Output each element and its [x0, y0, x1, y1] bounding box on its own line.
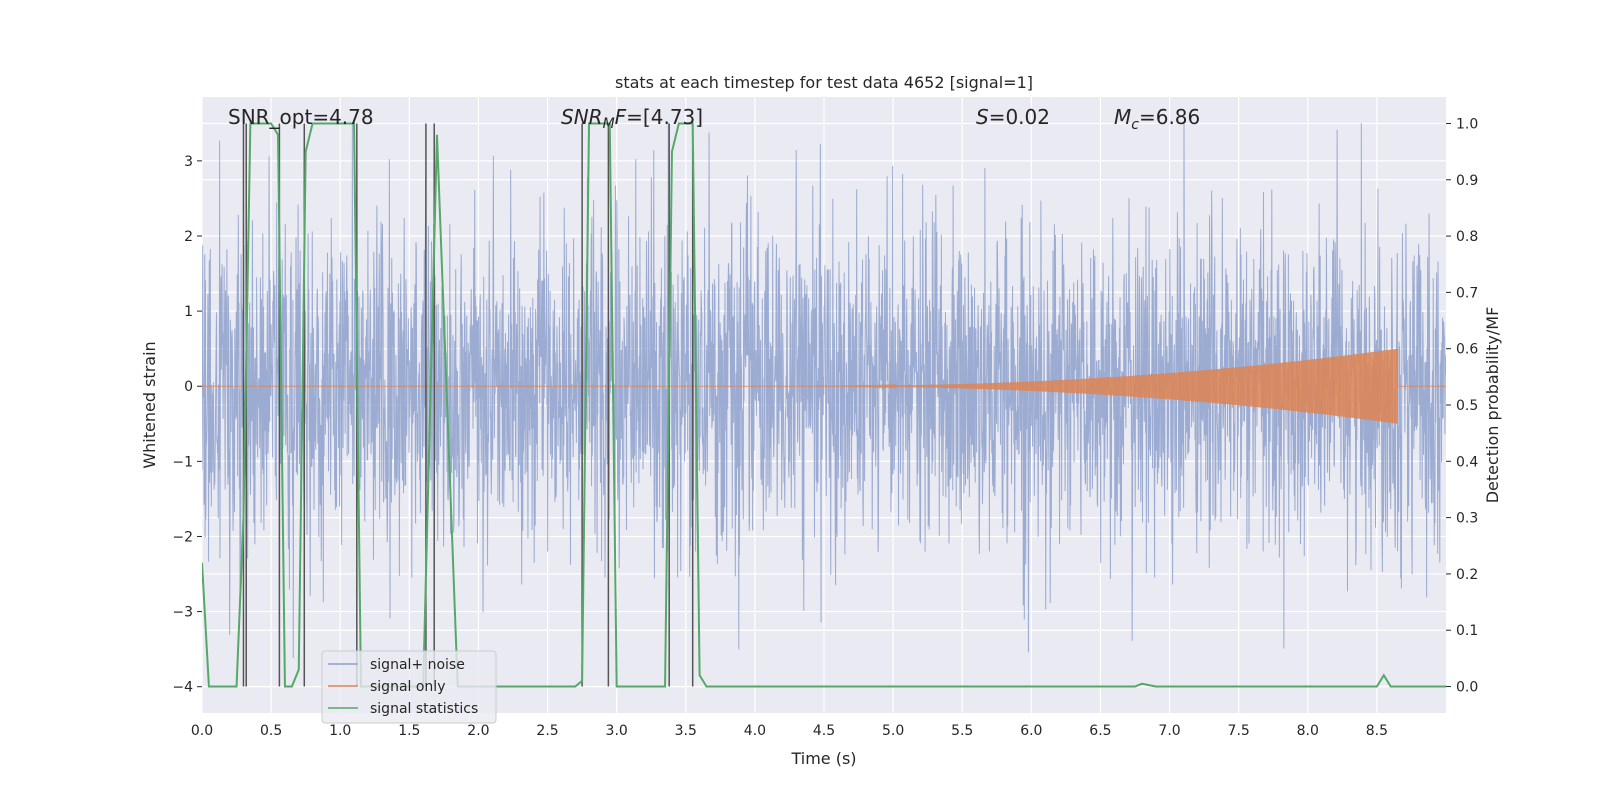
x-tick-label: 6.5	[1089, 723, 1111, 739]
snr-mf-value-prefix: F	[615, 105, 627, 129]
snr-mf-label: SNR	[561, 105, 603, 129]
x-tick-label: 7.5	[1228, 723, 1250, 739]
x-tick-label: 4.0	[744, 723, 766, 739]
annotation-mc: Mc=6.86	[1114, 105, 1200, 133]
chart-title: stats at each timestep for test data 465…	[615, 73, 1033, 92]
legend-label-signal: signal only	[370, 679, 445, 695]
x-tick-label: 0.0	[191, 723, 213, 739]
s-label: S	[976, 105, 989, 129]
snr-mf-subscript: M	[603, 116, 615, 132]
y-tick-label-left: 2	[184, 229, 193, 245]
y-tick-label-right: 0.4	[1456, 454, 1478, 470]
legend-box	[321, 650, 497, 724]
x-tick-label: 3.5	[675, 723, 697, 739]
data-layer	[202, 123, 1446, 658]
x-tick-label: 5.5	[951, 723, 973, 739]
y-tick-label-right: 0.3	[1456, 511, 1478, 527]
x-tick-label: 3.0	[606, 723, 628, 739]
y-axis-label-left: Whitened strain	[140, 341, 159, 468]
x-tick-label: 8.0	[1297, 723, 1319, 739]
legend-label-noise: signal+ noise	[370, 657, 465, 673]
y-tick-label-right: 0.8	[1456, 229, 1478, 245]
y-axis-label-right: Detection probability/MF	[1483, 307, 1502, 504]
y-tick-label-right: 0.2	[1456, 567, 1478, 583]
annotation-snr-opt: SNR_opt=4.78	[228, 105, 374, 129]
legend: signal+ noise signal only signal statist…	[321, 650, 497, 724]
annotation-s: S=0.02	[976, 105, 1050, 129]
tick-labels: 0.0 0.5 1.0 1.5 2.0 2.5 3.0 3.5 4.0 4.5 5.0 5.5 6.0 6…	[172, 116, 1478, 739]
mc-label: M	[1114, 105, 1131, 129]
stats-layer	[202, 122, 1446, 688]
y-tick-label-right: 0.1	[1456, 623, 1478, 639]
y-tick-label-right: 0.7	[1456, 285, 1478, 301]
x-axis-label: Time (s)	[790, 749, 856, 768]
x-tick-label: 5.0	[882, 723, 904, 739]
x-tick-label: 8.5	[1366, 723, 1388, 739]
y-tick-label-left: −1	[172, 454, 193, 470]
y-tick-label-right: 0.6	[1456, 342, 1478, 358]
y-tick-label-right: 0.0	[1456, 680, 1478, 696]
series-signal-statistics	[202, 122, 1446, 688]
y-tick-label-left: 1	[184, 304, 193, 320]
s-value: =0.02	[989, 105, 1050, 129]
x-tick-label: 1.5	[398, 723, 420, 739]
x-tick-label: 1.0	[329, 723, 351, 739]
y-tick-label-right: 0.9	[1456, 173, 1478, 189]
y-tick-label-right: 0.5	[1456, 398, 1478, 414]
legend-label-stats: signal statistics	[370, 701, 478, 717]
y-tick-label-left: −3	[172, 605, 193, 621]
x-tick-label: 7.0	[1158, 723, 1180, 739]
snr-mf-value: =[4.73]	[626, 105, 703, 129]
y-tick-label-left: −2	[172, 529, 193, 545]
mc-value: =6.86	[1139, 105, 1200, 129]
y-tick-label-left: 0	[184, 379, 193, 395]
grid-lines	[201, 97, 1446, 713]
annotation-snr-mf: SNRMF=[4.73]	[561, 105, 703, 132]
y-tick-label-left: 3	[184, 154, 193, 170]
y-tick-label-right: 1.0	[1456, 116, 1478, 132]
x-tick-label: 0.5	[260, 723, 282, 739]
x-tick-label: 2.5	[536, 723, 558, 739]
mc-subscript: c	[1131, 117, 1139, 133]
x-tick-label: 4.5	[813, 723, 835, 739]
series-signal-noise	[202, 123, 1446, 658]
y-tick-label-left: −4	[172, 680, 193, 696]
series-signal-only	[202, 348, 1446, 424]
x-tick-label: 2.0	[467, 723, 489, 739]
x-tick-label: 6.0	[1020, 723, 1042, 739]
